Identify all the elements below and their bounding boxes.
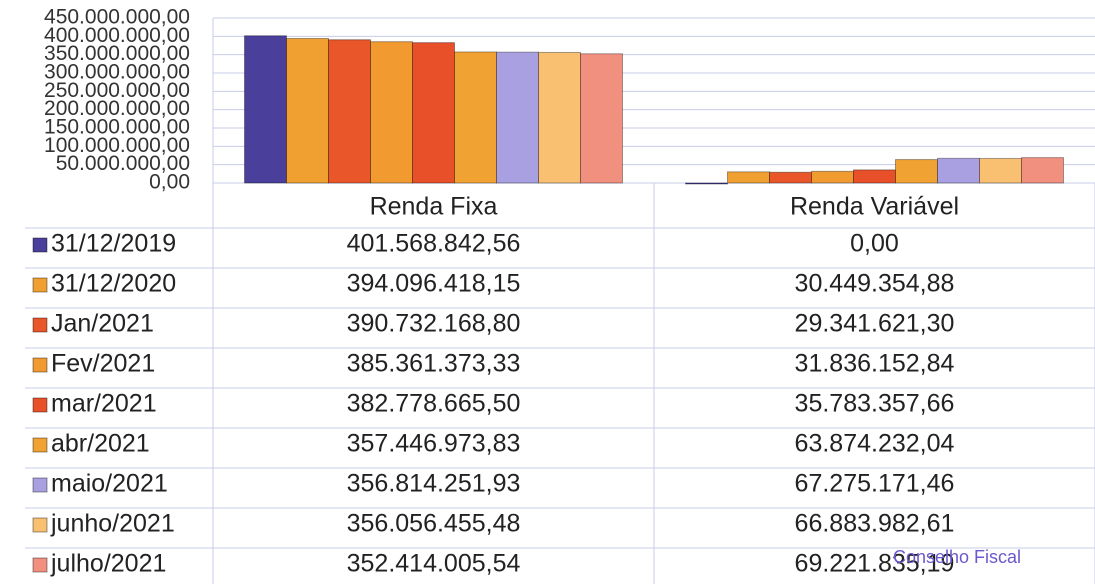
value-label: 63.874.232,04 xyxy=(795,430,955,458)
watermark: Conselho Fiscal xyxy=(893,547,1021,567)
legend-swatch xyxy=(32,437,48,453)
legend-swatch xyxy=(32,477,48,493)
bar xyxy=(580,53,623,184)
legend-label: 31/12/2020 xyxy=(51,270,176,298)
legend-label: Fev/2021 xyxy=(51,350,155,378)
y-tick-label: 450.000.000,00 xyxy=(44,6,190,29)
value-label: 390.732.168,80 xyxy=(347,310,521,338)
value-label: 394.096.418,15 xyxy=(347,270,521,298)
bar xyxy=(454,51,497,184)
value-label: 356.056.455,48 xyxy=(347,510,521,538)
value-label: 0,00 xyxy=(850,230,899,258)
bar xyxy=(769,171,812,184)
value-label: 385.361.373,33 xyxy=(347,350,521,378)
bar xyxy=(811,170,854,184)
y-tick-label: 100.000.000,00 xyxy=(44,134,190,157)
value-label: 29.341.621,30 xyxy=(795,310,955,338)
bar xyxy=(979,157,1022,184)
x-tick-label: Renda Fixa xyxy=(370,193,498,221)
bar xyxy=(370,41,413,184)
bar xyxy=(412,42,455,184)
legend-label: 31/12/2019 xyxy=(51,230,176,258)
value-label: 35.783.357,66 xyxy=(795,390,955,418)
value-label: 31.836.152,84 xyxy=(795,350,955,378)
legend-swatch xyxy=(32,357,48,373)
value-label: 67.275.171,46 xyxy=(795,470,955,498)
bar xyxy=(496,51,539,184)
bar xyxy=(286,37,329,184)
bar xyxy=(727,171,770,184)
legend-label: Jan/2021 xyxy=(51,310,154,338)
y-tick-label: 250.000.000,00 xyxy=(44,79,190,102)
legend-label: maio/2021 xyxy=(51,470,168,498)
bar xyxy=(1021,157,1064,184)
x-tick-label: Renda Variável xyxy=(790,193,959,221)
bar xyxy=(244,35,287,184)
legend-swatch xyxy=(32,397,48,413)
legend-swatch xyxy=(32,557,48,573)
value-label: 356.814.251,93 xyxy=(347,470,521,498)
bar xyxy=(538,51,581,184)
value-label: 66.883.982,61 xyxy=(795,510,955,538)
y-tick-label: 350.000.000,00 xyxy=(44,42,190,65)
y-tick-label: 300.000.000,00 xyxy=(44,61,190,84)
legend-swatch xyxy=(32,317,48,333)
bar xyxy=(685,182,728,185)
bar xyxy=(853,169,896,184)
y-tick-label: 150.000.000,00 xyxy=(44,116,190,139)
value-label: 382.778.665,50 xyxy=(347,390,521,418)
legend-label: julho/2021 xyxy=(50,550,166,578)
value-label: 401.568.842,56 xyxy=(347,230,521,258)
bar xyxy=(328,39,371,184)
legend-swatch xyxy=(32,277,48,293)
bar xyxy=(937,157,980,184)
y-tick-label: 0,00 xyxy=(149,171,190,194)
value-label: 352.414.005,54 xyxy=(347,550,521,578)
y-tick-label: 400.000.000,00 xyxy=(44,24,190,47)
legend-label: abr/2021 xyxy=(51,430,150,458)
legend-swatch xyxy=(32,237,48,253)
legend-swatch xyxy=(32,517,48,533)
y-tick-label: 200.000.000,00 xyxy=(44,97,190,120)
legend-label: junho/2021 xyxy=(50,510,175,538)
value-label: 357.446.973,83 xyxy=(347,430,521,458)
y-tick-label: 50.000.000,00 xyxy=(56,152,190,175)
legend-label: mar/2021 xyxy=(51,390,157,418)
value-label: 69.221.835,19 xyxy=(795,550,955,578)
value-label: 30.449.354,88 xyxy=(795,270,955,298)
bar xyxy=(895,159,938,184)
